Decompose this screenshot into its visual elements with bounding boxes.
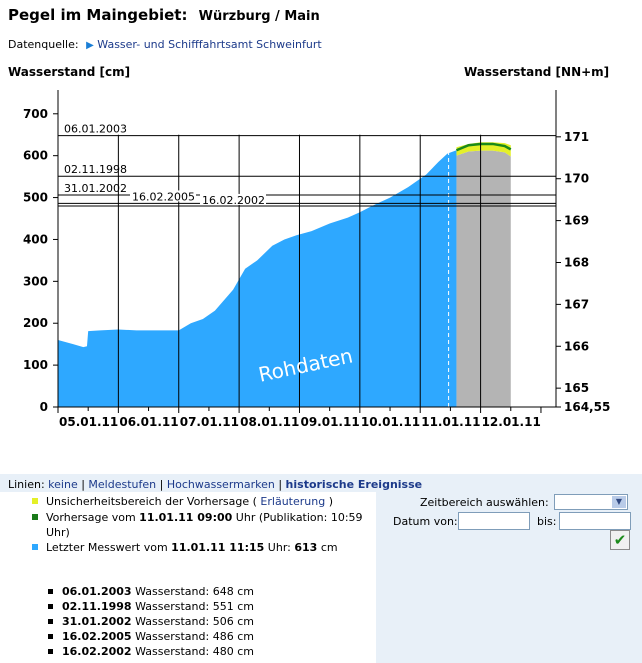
- event-date: 16.02.2005: [62, 630, 132, 643]
- chevron-down-icon[interactable]: ▼: [612, 496, 626, 508]
- x-tick-label: 10.01.11: [361, 415, 420, 429]
- page-title: Pegel im Maingebiet: Würzburg / Main: [8, 6, 320, 24]
- y-tick-label-right: 167: [564, 297, 589, 311]
- x-tick-label: 09.01.11: [300, 415, 359, 429]
- bullet-icon: [48, 634, 53, 639]
- x-tick-label: 11.01.11: [421, 415, 480, 429]
- forecast-text: Vorhersage vom: [46, 511, 136, 524]
- date-from-label: Datum von:: [393, 515, 458, 528]
- event-date: 06.01.2003: [62, 585, 132, 598]
- legend-last-measurement: Letzter Messwert vom 11.01.11 11:15 Uhr:…: [32, 540, 338, 555]
- water-level-chart: Rohdaten06.01.200302.11.199831.01.200216…: [23, 90, 610, 429]
- y-tick-label-left: 0: [40, 400, 48, 414]
- location-text: Würzburg / Main: [198, 9, 320, 24]
- y-tick-label-left: 300: [23, 274, 48, 288]
- range-select[interactable]: ▼: [554, 494, 628, 510]
- list-item: 06.01.2003 Wasserstand: 648 cm: [48, 584, 254, 599]
- event-value: Wasserstand: 648 cm: [135, 585, 254, 598]
- title-text: Pegel im Maingebiet:: [8, 6, 188, 24]
- event-label-bg: [130, 190, 196, 202]
- event-date: 16.02.2002: [62, 645, 132, 658]
- data-source: Datenquelle: ▶ Wasser- und Schifffahrtsa…: [8, 38, 322, 51]
- date-to-label: bis:: [537, 515, 557, 528]
- bullet-icon: [48, 619, 53, 624]
- y-tick-label-left: 100: [23, 358, 48, 372]
- list-item: 02.11.1998 Wasserstand: 551 cm: [48, 599, 254, 614]
- event-label-bg: [200, 193, 266, 205]
- event-label: 06.01.2003: [64, 123, 127, 136]
- event-date: 02.11.1998: [62, 600, 132, 613]
- forecast-publication-end: Uhr): [46, 526, 70, 539]
- x-tick-label: 12.01.11: [482, 415, 541, 429]
- submit-button[interactable]: ✔: [610, 530, 630, 550]
- lines-option-historische-ereignisse[interactable]: historische Ereignisse: [285, 478, 423, 491]
- y-tick-label-left: 200: [23, 316, 48, 330]
- lines-selector: Linien: keine | Meldestufen | Hochwasser…: [8, 478, 423, 491]
- y-tick-label-right: 171: [564, 130, 589, 144]
- y-tick-label-left: 500: [23, 191, 48, 205]
- range-label: Zeitbereich auswählen:: [420, 496, 549, 509]
- last-mid: Uhr:: [267, 541, 291, 554]
- list-item: 16.02.2002 Wasserstand: 480 cm: [48, 644, 254, 659]
- lines-option-meldestufen[interactable]: Meldestufen: [88, 478, 157, 491]
- y-tick-label-right: 164,55: [564, 400, 610, 414]
- bullet-icon: [48, 604, 53, 609]
- y-tick-label-right: 170: [564, 172, 589, 186]
- x-tick-label: 08.01.11: [240, 415, 299, 429]
- event-date: 31.01.2002: [62, 615, 132, 628]
- arrow-right-icon: ▶: [86, 40, 94, 51]
- event-value: Wasserstand: 506 cm: [135, 615, 254, 628]
- event-label: 02.11.1998: [64, 163, 127, 176]
- source-label: Datenquelle:: [8, 38, 79, 51]
- y-tick-label-right: 169: [564, 214, 589, 228]
- legend-panel: [0, 492, 376, 663]
- list-item: 31.01.2002 Wasserstand: 506 cm: [48, 614, 254, 629]
- event-label: 16.02.2005: [132, 190, 195, 203]
- event-label: 16.02.2002: [202, 194, 265, 207]
- y-tick-label-right: 168: [564, 255, 589, 269]
- event-value: Wasserstand: 551 cm: [135, 600, 254, 613]
- y-tick-label-left: 400: [23, 232, 48, 246]
- lines-prefix: Linien:: [8, 478, 45, 491]
- y-tick-label-left: 600: [23, 149, 48, 163]
- y-tick-label-right: 166: [564, 339, 589, 353]
- last-date: 11.01.11 11:15: [171, 541, 265, 554]
- uncertainty-text: Unsicherheitsbereich der Vorhersage (: [46, 495, 257, 508]
- legend-forecast: Vorhersage vom 11.01.11 09:00 Uhr (Publi…: [32, 510, 376, 540]
- y-axis-right-label: Wasserstand [NN+m]: [464, 65, 610, 79]
- uncertainty-swatch: [32, 498, 38, 504]
- forecast-line: [455, 142, 512, 152]
- forecast-publication: Uhr (Publikation: 10:59: [235, 511, 363, 524]
- source-link[interactable]: Wasser- und Schifffahrtsamt Schweinfurt: [97, 38, 322, 51]
- lines-option-hochwassermarken[interactable]: Hochwassermarken: [166, 478, 275, 491]
- date-from-input[interactable]: [458, 512, 530, 530]
- event-label: 31.01.2002: [64, 182, 127, 195]
- list-item: 16.02.2005 Wasserstand: 486 cm: [48, 629, 254, 644]
- measured-area: [58, 150, 457, 407]
- measured-swatch: [32, 544, 38, 550]
- y-axis-left-label: Wasserstand [cm]: [8, 65, 131, 79]
- x-tick-label: 06.01.11: [119, 415, 178, 429]
- bullet-icon: [48, 589, 53, 594]
- y-tick-label-right: 165: [564, 381, 589, 395]
- lines-option-keine[interactable]: keine: [48, 478, 78, 491]
- checkmark-icon: ✔: [613, 531, 627, 549]
- legend-uncertainty: Unsicherheitsbereich der Vorhersage ( Er…: [32, 494, 333, 509]
- last-unit: cm: [320, 541, 338, 554]
- date-to-input[interactable]: [559, 512, 631, 530]
- last-text: Letzter Messwert vom: [46, 541, 168, 554]
- forecast-area: [456, 150, 511, 407]
- explanation-link[interactable]: Erläuterung: [260, 495, 326, 508]
- forecast-date: 11.01.11 09:00: [139, 511, 233, 524]
- x-tick-label: 07.01.11: [180, 415, 239, 429]
- event-value: Wasserstand: 480 cm: [135, 645, 254, 658]
- y-tick-label-left: 700: [23, 107, 48, 121]
- event-value: Wasserstand: 486 cm: [135, 630, 254, 643]
- last-value: 613: [294, 541, 318, 554]
- bullet-icon: [48, 649, 53, 654]
- x-tick-label: 05.01.11: [59, 415, 118, 429]
- historic-events-list: 06.01.2003 Wasserstand: 648 cm 02.11.199…: [48, 584, 254, 659]
- uncertainty-close: ): [328, 495, 333, 508]
- forecast-swatch: [32, 514, 38, 520]
